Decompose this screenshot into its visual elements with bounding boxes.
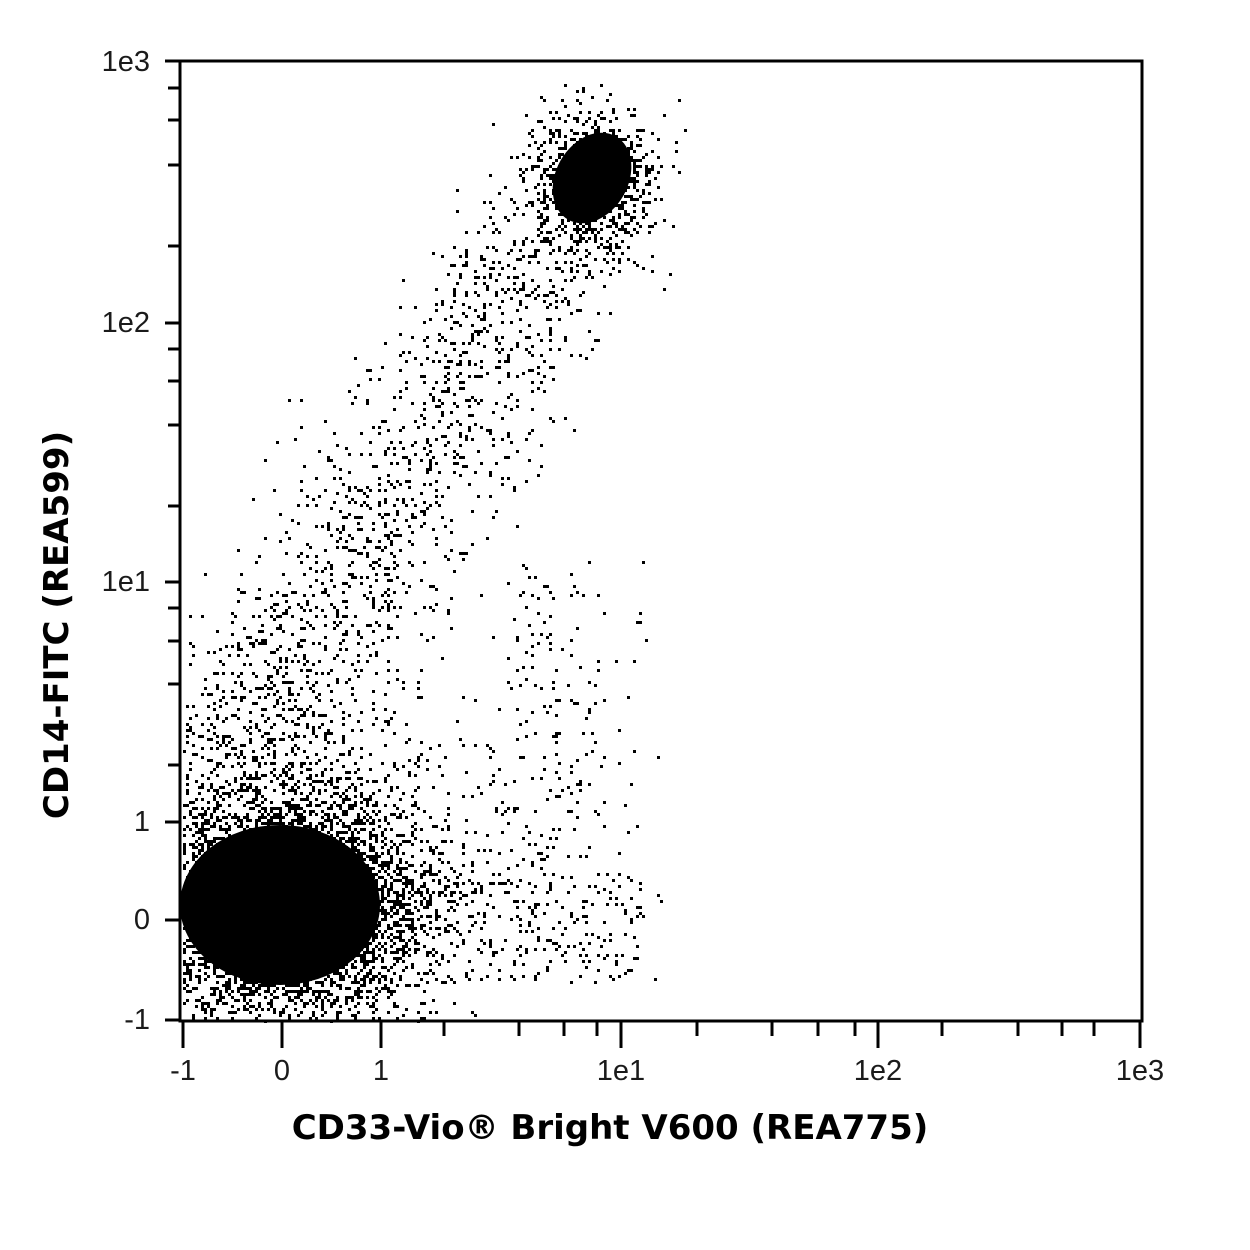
x-tick-label-1e1: 1e1 (596, 1055, 646, 1087)
y-axis-ticks (165, 59, 180, 1022)
x-tick-label-0: 0 (273, 1055, 291, 1087)
x-axis-ticks (181, 1021, 1142, 1048)
event-dots (180, 84, 687, 1023)
y-axis-title: CD14-FITC (REA599) (37, 430, 77, 820)
x-tick-label-neg1: -1 (170, 1055, 196, 1087)
x-tick-label-1e3: 1e3 (1115, 1055, 1165, 1087)
y-tick-label-1e3: 1e3 (101, 46, 150, 78)
y-tick-label-1e2: 1e2 (101, 307, 150, 339)
y-tick-label-0: 0 (133, 904, 150, 936)
x-axis-title: CD33-Vio® Bright V600 (REA775) (291, 1108, 929, 1148)
y-tick-label-1: 1 (133, 806, 150, 838)
y-tick-label-neg1: -1 (124, 1004, 150, 1036)
x-tick-label-1e2: 1e2 (853, 1055, 903, 1087)
plot-frame (178, 59, 1144, 1023)
y-tick-label-1e1: 1e1 (101, 566, 150, 598)
x-tick-label-1: 1 (372, 1055, 390, 1087)
